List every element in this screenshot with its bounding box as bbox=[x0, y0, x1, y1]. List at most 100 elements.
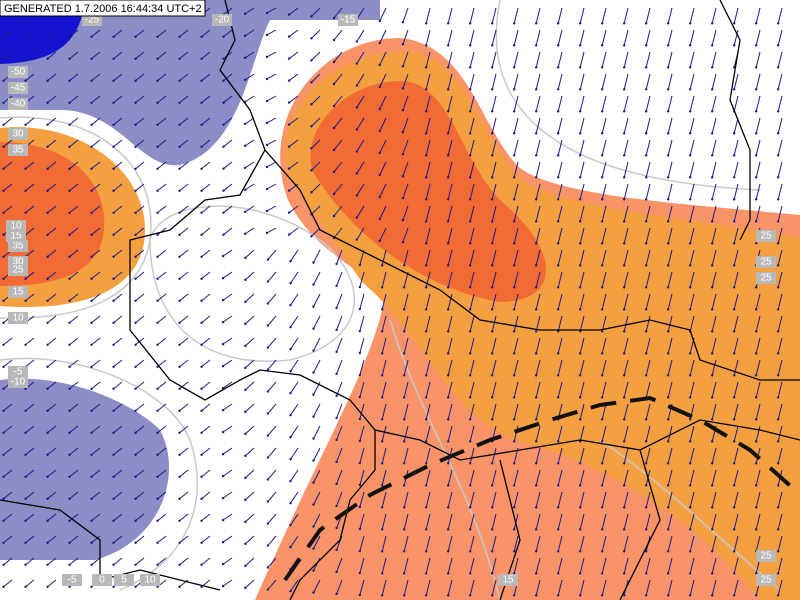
wind-arrow-head bbox=[112, 585, 115, 588]
wind-arrow bbox=[557, 227, 563, 244]
wind-arrow bbox=[491, 359, 497, 376]
wind-arrow bbox=[113, 205, 123, 214]
wind-arrow-head bbox=[710, 132, 714, 135]
wind-arrow-head bbox=[490, 330, 494, 333]
wind-arrow-head bbox=[600, 110, 604, 113]
wind-arrow-head bbox=[221, 364, 225, 368]
wind-arrow-head bbox=[178, 277, 181, 280]
wind-arrow-head bbox=[468, 220, 472, 223]
wind-arrow-head bbox=[310, 81, 313, 84]
wind-arrow-head bbox=[134, 365, 137, 368]
wind-arrow-head bbox=[24, 35, 27, 38]
wind-arrow bbox=[491, 293, 497, 310]
wind-arrow-head bbox=[46, 255, 49, 258]
wind-arrow bbox=[25, 447, 35, 456]
wind-arrow-head bbox=[776, 44, 780, 47]
wind-arrow bbox=[3, 117, 13, 126]
wind-arrow bbox=[311, 183, 321, 193]
wind-arrow bbox=[135, 139, 145, 148]
wind-arrow-head bbox=[402, 308, 406, 311]
wind-arrow-head bbox=[90, 145, 93, 148]
wind-arrow bbox=[491, 7, 497, 24]
wind-arrow-head bbox=[512, 220, 516, 223]
wind-arrow bbox=[313, 535, 321, 549]
wind-arrow bbox=[579, 359, 585, 376]
wind-arrow-head bbox=[688, 176, 692, 179]
wind-arrow bbox=[3, 447, 13, 456]
wind-arrow bbox=[313, 249, 321, 263]
wind-arrow-head bbox=[512, 484, 516, 487]
wind-arrow-head bbox=[46, 189, 49, 192]
wind-arrow-head bbox=[776, 352, 780, 355]
wind-arrow bbox=[711, 381, 717, 398]
wind-arrow-head bbox=[332, 192, 336, 196]
wind-arrow bbox=[69, 425, 79, 434]
wind-arrow-head bbox=[710, 572, 714, 575]
wind-arrow bbox=[755, 535, 761, 552]
wind-arrow bbox=[711, 469, 717, 486]
wind-arrow bbox=[491, 183, 497, 200]
wind-arrow-head bbox=[622, 22, 626, 25]
wind-arrow bbox=[25, 535, 35, 544]
wind-arrow bbox=[91, 557, 101, 566]
wind-arrow bbox=[733, 579, 739, 596]
wind-arrow bbox=[266, 7, 277, 14]
wind-arrow-head bbox=[600, 286, 604, 289]
wind-arrow-head bbox=[490, 506, 494, 509]
wind-arrow bbox=[359, 557, 365, 574]
wind-arrow bbox=[290, 359, 299, 372]
wind-arrow-head bbox=[310, 147, 313, 150]
wind-arrow-head bbox=[380, 308, 384, 311]
contour-labels: -25 -20 -15-50-45-4035303530251510-5-10151… bbox=[6, 14, 776, 586]
wind-arrow bbox=[513, 161, 519, 178]
wind-arrow-head bbox=[622, 352, 626, 355]
wind-arrow bbox=[579, 293, 585, 310]
wind-arrow-head bbox=[156, 189, 159, 192]
wind-arrow bbox=[645, 183, 651, 200]
wind-arrow-head bbox=[310, 15, 313, 18]
wind-arrow-head bbox=[688, 22, 692, 25]
wind-arrow bbox=[579, 579, 585, 596]
wind-arrow-head bbox=[46, 365, 49, 368]
contour-label: 25 bbox=[760, 575, 772, 586]
wind-arrow-head bbox=[534, 550, 538, 553]
wind-arrow-head bbox=[401, 109, 405, 112]
wind-arrow-head bbox=[468, 506, 472, 509]
wind-arrow-head bbox=[68, 519, 71, 522]
wind-arrow bbox=[266, 205, 277, 212]
wind-arrow bbox=[623, 205, 629, 222]
contour-label: 25 bbox=[760, 257, 772, 268]
wind-arrow-head bbox=[358, 395, 362, 399]
wind-arrow bbox=[623, 73, 629, 90]
wind-arrow bbox=[601, 7, 607, 24]
wind-arrow-head bbox=[310, 169, 313, 172]
wind-arrow-head bbox=[710, 198, 714, 201]
wind-arrow bbox=[557, 469, 563, 486]
wind-arrow bbox=[667, 95, 673, 112]
wind-arrow bbox=[381, 469, 387, 486]
label-box bbox=[8, 376, 28, 388]
wind-arrow bbox=[733, 29, 739, 46]
wind-arrow bbox=[447, 51, 453, 68]
wind-arrow bbox=[135, 381, 145, 390]
wind-arrow bbox=[667, 51, 673, 68]
wind-arrow bbox=[381, 447, 387, 464]
wind-arrow bbox=[47, 425, 57, 434]
wind-arrow-head bbox=[24, 585, 27, 588]
wind-arrow-head bbox=[378, 107, 381, 111]
wind-arrow-head bbox=[68, 475, 71, 478]
wind-arrow-head bbox=[688, 242, 692, 245]
wind-arrow-head bbox=[244, 366, 247, 370]
wind-arrow bbox=[447, 271, 453, 288]
wind-arrow bbox=[601, 139, 607, 156]
wind-arrow bbox=[601, 447, 607, 464]
wind-arrow-head bbox=[490, 88, 494, 91]
wind-arrow-head bbox=[402, 462, 406, 465]
wind-arrow bbox=[623, 557, 629, 574]
wind-arrow bbox=[135, 117, 145, 126]
wind-arrow-head bbox=[310, 235, 313, 238]
wind-arrow bbox=[645, 447, 651, 464]
wind-arrow-head bbox=[244, 278, 247, 282]
wind-arrow-head bbox=[68, 453, 71, 456]
wind-arrow bbox=[91, 293, 101, 302]
